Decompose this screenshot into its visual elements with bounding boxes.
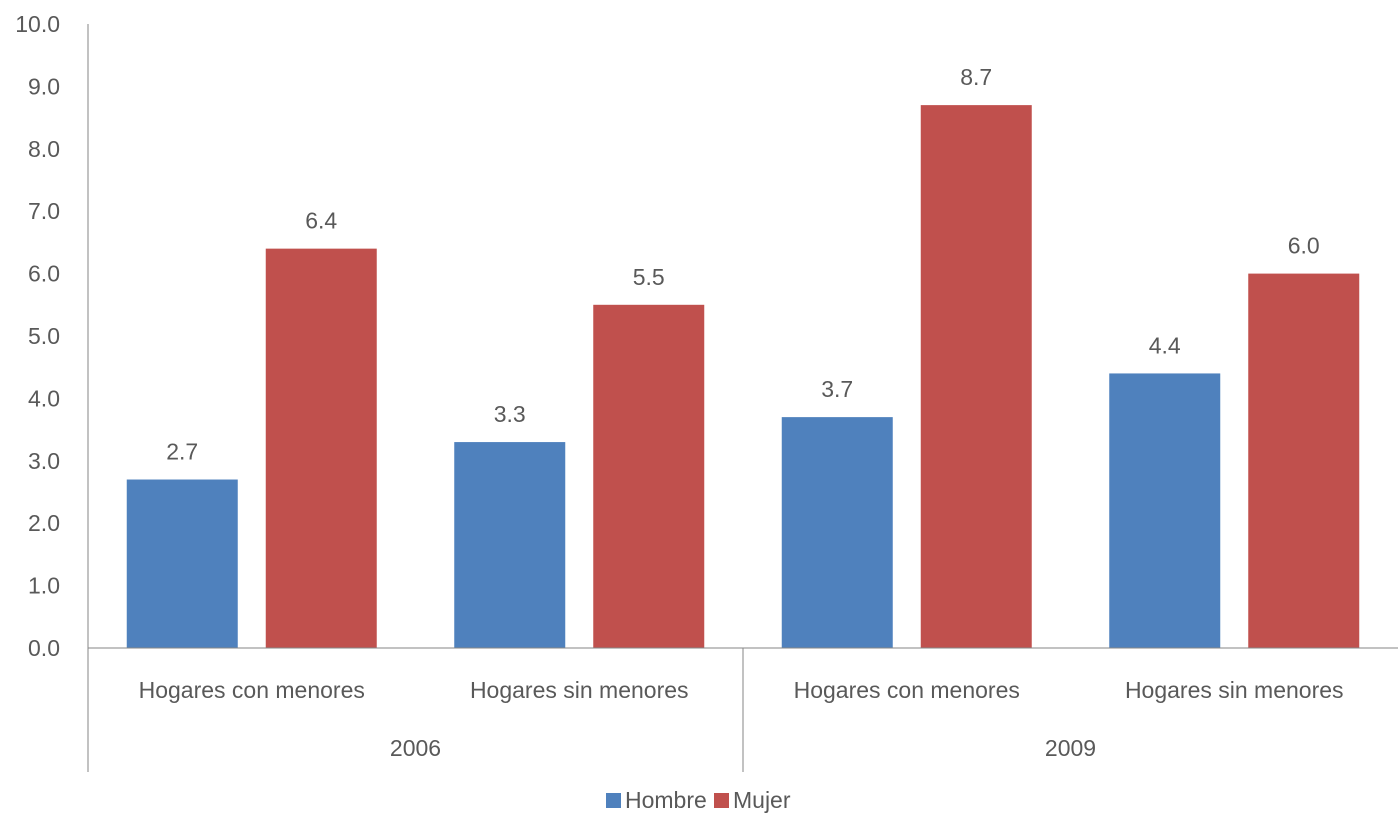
legend-label-hombre: Hombre xyxy=(625,787,707,813)
y-tick-label: 8.0 xyxy=(28,136,60,162)
y-tick-label: 1.0 xyxy=(28,573,60,599)
data-label: 3.3 xyxy=(494,401,526,427)
x-axis: Hogares con menores Hogares sin menores Ho… xyxy=(87,647,1398,772)
bar-mujer xyxy=(1248,273,1360,648)
x-category-label: Hogares con menores xyxy=(139,677,365,703)
y-tick-label: 3.0 xyxy=(28,448,60,474)
y-tick-label: 7.0 xyxy=(28,198,60,224)
x-category-label: Hogares con menores xyxy=(794,677,1020,703)
bar-hombre xyxy=(1109,373,1221,648)
data-label: 6.4 xyxy=(305,208,337,234)
y-axis: 0.0 1.0 2.0 3.0 4.0 5.0 6.0 7.0 8.0 9.0 10.0 xyxy=(15,11,89,661)
bar-hombre xyxy=(454,442,566,648)
data-label: 2.7 xyxy=(166,439,198,465)
data-label: 6.0 xyxy=(1288,233,1320,259)
y-tick-label: 5.0 xyxy=(28,323,60,349)
y-tick-label: 6.0 xyxy=(28,261,60,287)
legend-swatch-mujer xyxy=(714,793,729,808)
legend: Hombre Mujer xyxy=(606,787,791,813)
data-label: 3.7 xyxy=(821,376,853,402)
bar-mujer xyxy=(265,248,377,648)
y-tick-label: 9.0 xyxy=(28,73,60,99)
x-group-label: 2006 xyxy=(390,735,441,761)
x-group-label: 2009 xyxy=(1045,735,1096,761)
bar-mujer xyxy=(920,105,1032,649)
bar-mujer xyxy=(593,304,705,648)
x-category-label: Hogares sin menores xyxy=(1125,677,1344,703)
legend-label-mujer: Mujer xyxy=(733,787,791,813)
y-tick-label: 4.0 xyxy=(28,385,60,411)
y-tick-label: 0.0 xyxy=(28,635,60,661)
data-label: 8.7 xyxy=(960,64,992,90)
legend-swatch-hombre xyxy=(606,793,621,808)
data-labels: 2.7 6.4 3.3 5.5 3.7 8.7 4.4 6.0 xyxy=(166,64,1319,464)
bars xyxy=(126,105,1360,649)
data-label: 4.4 xyxy=(1149,332,1181,358)
bar-hombre xyxy=(781,417,893,648)
y-tick-label: 2.0 xyxy=(28,510,60,536)
bar-hombre xyxy=(126,479,238,648)
y-tick-label: 10.0 xyxy=(15,11,60,37)
x-category-label: Hogares sin menores xyxy=(470,677,689,703)
data-label: 5.5 xyxy=(633,264,665,290)
